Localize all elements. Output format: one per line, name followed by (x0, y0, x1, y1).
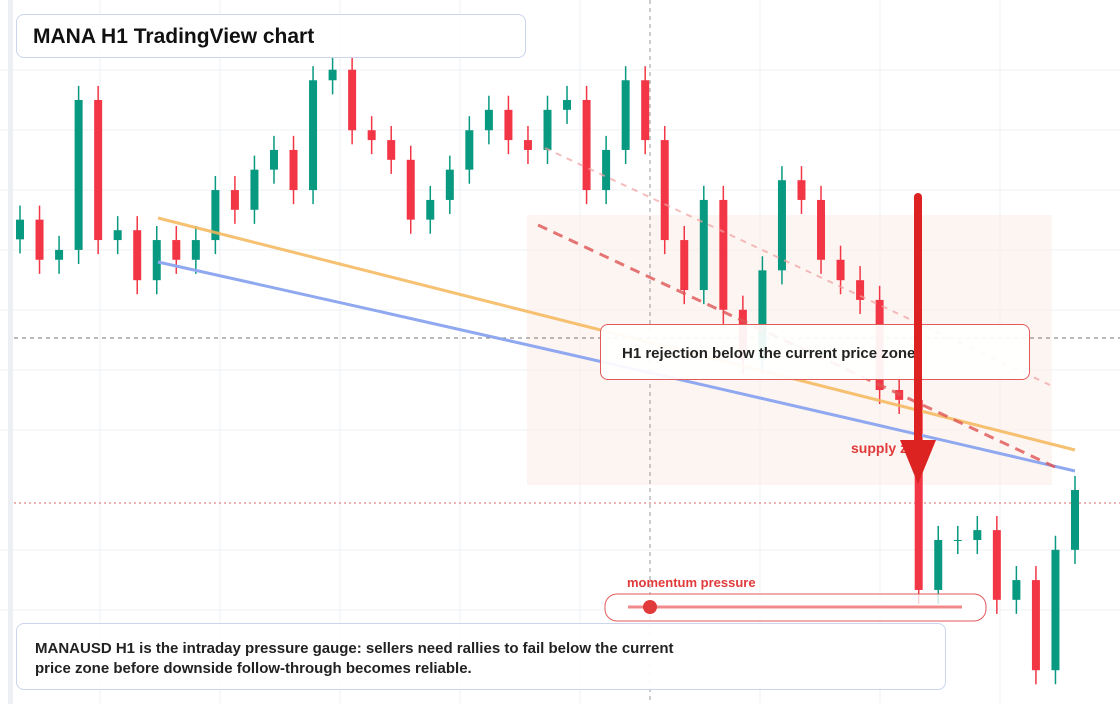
gauge-label: momentum pressure (627, 575, 756, 590)
candle-body (230, 190, 239, 210)
candle-body (836, 259, 845, 281)
candle-body (1031, 580, 1040, 671)
description: MANAUSD H1 is the intraday pressure gaug… (35, 640, 674, 677)
candle-body (309, 80, 318, 191)
candle-body (699, 199, 708, 291)
candle-body (758, 270, 767, 360)
candle-body (426, 199, 435, 220)
candle-body (914, 399, 923, 590)
candle-body (406, 159, 415, 220)
candle-body (523, 140, 532, 150)
candle-body (35, 219, 44, 260)
candle-body (152, 240, 161, 281)
candle-body (16, 219, 24, 240)
candle-body (1051, 549, 1060, 671)
candle-body (484, 109, 493, 131)
candle-body (1071, 489, 1079, 550)
candle-body (465, 130, 474, 170)
candle-body (680, 240, 689, 291)
candle-body (660, 140, 669, 241)
candle-body (55, 249, 64, 260)
zone-label: supply zone (851, 440, 932, 456)
candle-body (211, 190, 220, 241)
candle-body (289, 149, 298, 191)
candle-body (621, 80, 630, 150)
candle-body (973, 530, 982, 540)
candle-body (602, 149, 611, 191)
title: MANA H1 TradingView chart (33, 25, 315, 48)
candle-body (856, 280, 865, 300)
candle-body (934, 539, 943, 590)
candle-body (563, 99, 572, 110)
candle-body (1012, 580, 1021, 600)
candle-body (719, 199, 728, 310)
candle-body (367, 130, 376, 141)
candle-body (113, 230, 122, 241)
candle-body (250, 169, 259, 210)
candle-body (94, 99, 103, 241)
candle-body (445, 169, 454, 200)
candle-body (817, 199, 826, 260)
candle-body (387, 140, 396, 160)
annotation-box: H1 rejection below the current price zon… (600, 324, 1030, 380)
candle-body (797, 180, 806, 200)
candle-body (992, 530, 1001, 600)
candle-body (641, 80, 650, 141)
candle-body (74, 99, 83, 250)
candle-body (133, 230, 142, 281)
candle-body (269, 149, 278, 170)
candle-body (328, 69, 337, 81)
gauge-knob (643, 600, 657, 614)
annotation: H1 rejection below the current price zon… (622, 345, 916, 362)
candle-body (777, 180, 786, 271)
candle-body (543, 109, 552, 150)
trend-line-faint (544, 147, 1051, 386)
description-box: MANAUSD H1 is the intraday pressure gaug… (16, 623, 946, 690)
title-box: MANA H1 TradingView chart (16, 14, 526, 58)
candle-body (172, 240, 181, 260)
candle-body (348, 69, 357, 131)
candle-body (191, 240, 200, 260)
candle-body (953, 539, 962, 541)
candle-body (582, 99, 591, 191)
left-edge (8, 0, 13, 704)
candle-body (504, 109, 513, 141)
